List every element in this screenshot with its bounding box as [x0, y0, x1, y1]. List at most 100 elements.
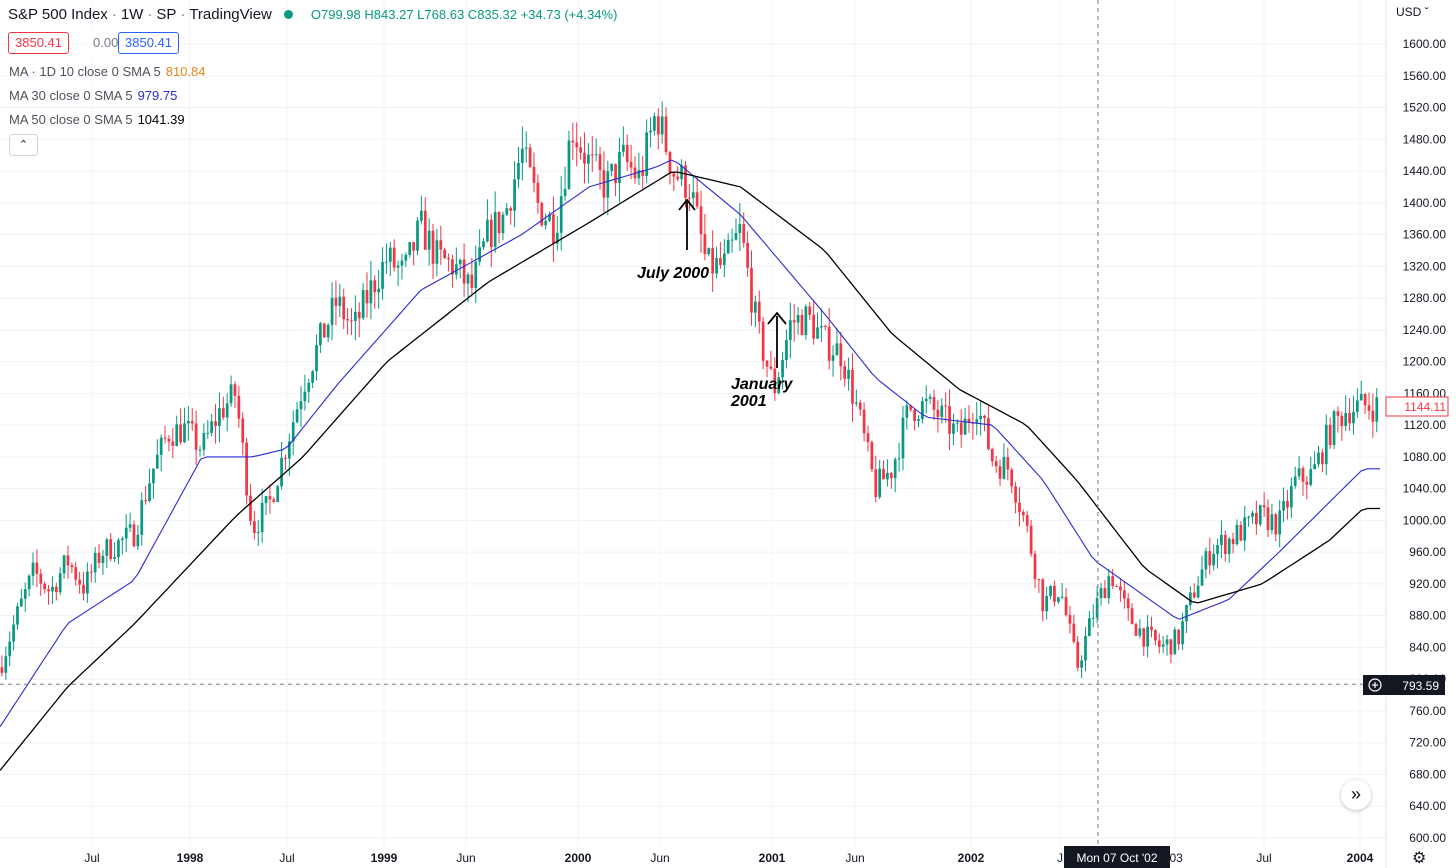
candle [967, 405, 971, 433]
indicator-label: MA 30 close 0 SMA 5 [9, 88, 133, 103]
candle [936, 399, 940, 433]
candle-body [990, 449, 994, 462]
gear-icon[interactable]: ⚙ [1412, 850, 1427, 867]
candle [1018, 487, 1021, 527]
candle [726, 233, 730, 255]
candle [326, 323, 330, 343]
candle [237, 385, 241, 428]
candle [1301, 465, 1305, 496]
chevron-down-icon: ˇ [1421, 5, 1429, 19]
indicator-ma-50[interactable]: MA 50 close 0 SMA 5 1041.39 [9, 112, 185, 127]
candle [365, 272, 369, 318]
candle-body [443, 249, 447, 259]
candle [334, 280, 338, 326]
candle-body [1002, 457, 1006, 479]
currency-selector[interactable]: USD ˇ [1396, 5, 1429, 19]
candle [765, 359, 769, 378]
candle-body [587, 154, 590, 164]
price-tick-label: 720.00 [1409, 736, 1446, 750]
candle [952, 413, 955, 446]
candle-body [70, 565, 74, 568]
candle [517, 147, 520, 189]
time-tick-label: 2002 [958, 851, 985, 865]
indicator-ma-10[interactable]: MA · 1D 10 close 0 SMA 5 810.84 [9, 64, 206, 79]
interval[interactable]: 1W [120, 6, 144, 23]
candle-body [544, 220, 548, 226]
candle [1227, 536, 1231, 563]
candle [1220, 520, 1223, 559]
candle-body [361, 290, 365, 319]
candle-body [1115, 585, 1118, 587]
candle [1076, 636, 1080, 672]
candle [214, 403, 217, 444]
candle [971, 412, 975, 440]
candle-body [1247, 516, 1250, 518]
collapse-indicators-button[interactable]: ⌃ [9, 134, 38, 156]
candle [1355, 388, 1359, 419]
candle [377, 269, 381, 309]
candle-body [1037, 579, 1041, 581]
symbol-name[interactable]: S&P 500 Index [8, 6, 108, 23]
candle-body [1029, 525, 1033, 554]
candle-body [470, 274, 474, 288]
candle-body [412, 242, 415, 251]
candle-body [474, 261, 478, 288]
candle [12, 615, 15, 651]
candle-body [866, 433, 870, 443]
candle-body [823, 325, 827, 327]
grid-lines [0, 0, 1386, 846]
candle [831, 345, 835, 377]
candle [86, 562, 89, 603]
candle [346, 307, 349, 335]
candle-body [687, 197, 691, 199]
candle-body [210, 421, 214, 433]
market-status-icon [283, 10, 293, 20]
candle [303, 374, 307, 411]
candle-body [959, 422, 963, 435]
candle-body [637, 170, 641, 179]
candle-body [326, 324, 330, 338]
time-axis[interactable]: Jul 1998 Jul 1999 Jun 2000 Jun 2001 Jun 2002 J '03 J… [84, 851, 1373, 865]
candle [1371, 393, 1375, 438]
candle [1095, 586, 1099, 624]
candle-body [97, 552, 101, 563]
candle-body [536, 182, 540, 203]
candle [1122, 581, 1126, 609]
candle-body [928, 396, 932, 399]
candle-body [1289, 485, 1293, 508]
candle [750, 250, 753, 326]
candle-body [1041, 579, 1045, 612]
candle-body [528, 147, 532, 167]
scroll-to-realtime-button[interactable]: » [1341, 780, 1371, 810]
candle-body [1064, 596, 1068, 615]
candle [311, 369, 314, 389]
candle-body [451, 259, 454, 275]
candle-body [1274, 514, 1278, 535]
candle-body [420, 210, 423, 221]
sell-price-box[interactable]: 3850.41 [8, 32, 69, 54]
candle-body [179, 424, 182, 443]
candle [1099, 582, 1103, 606]
candle-body [501, 214, 505, 234]
candle [233, 381, 237, 408]
candle-body [350, 320, 353, 322]
candle [420, 195, 423, 225]
candle [89, 564, 93, 583]
candle-body [944, 405, 948, 407]
candle [559, 175, 563, 251]
candle-body [924, 398, 928, 402]
candle-body [734, 232, 738, 240]
candle [792, 303, 796, 342]
candle-body [761, 321, 765, 361]
candle-body [563, 189, 567, 197]
add-alert-icon[interactable] [1368, 678, 1382, 692]
indicator-ma-30[interactable]: MA 30 close 0 SMA 5 979.75 [9, 88, 177, 103]
candle-body [1359, 393, 1363, 401]
candle-body [1185, 605, 1188, 622]
buy-price-box[interactable]: 3850.41 [118, 32, 179, 54]
candle [1025, 510, 1029, 533]
candle-body [365, 290, 369, 304]
candle-body [1076, 641, 1080, 668]
price-axis[interactable]: 600.00640.00680.00720.00760.00800.00840.… [1403, 37, 1447, 845]
